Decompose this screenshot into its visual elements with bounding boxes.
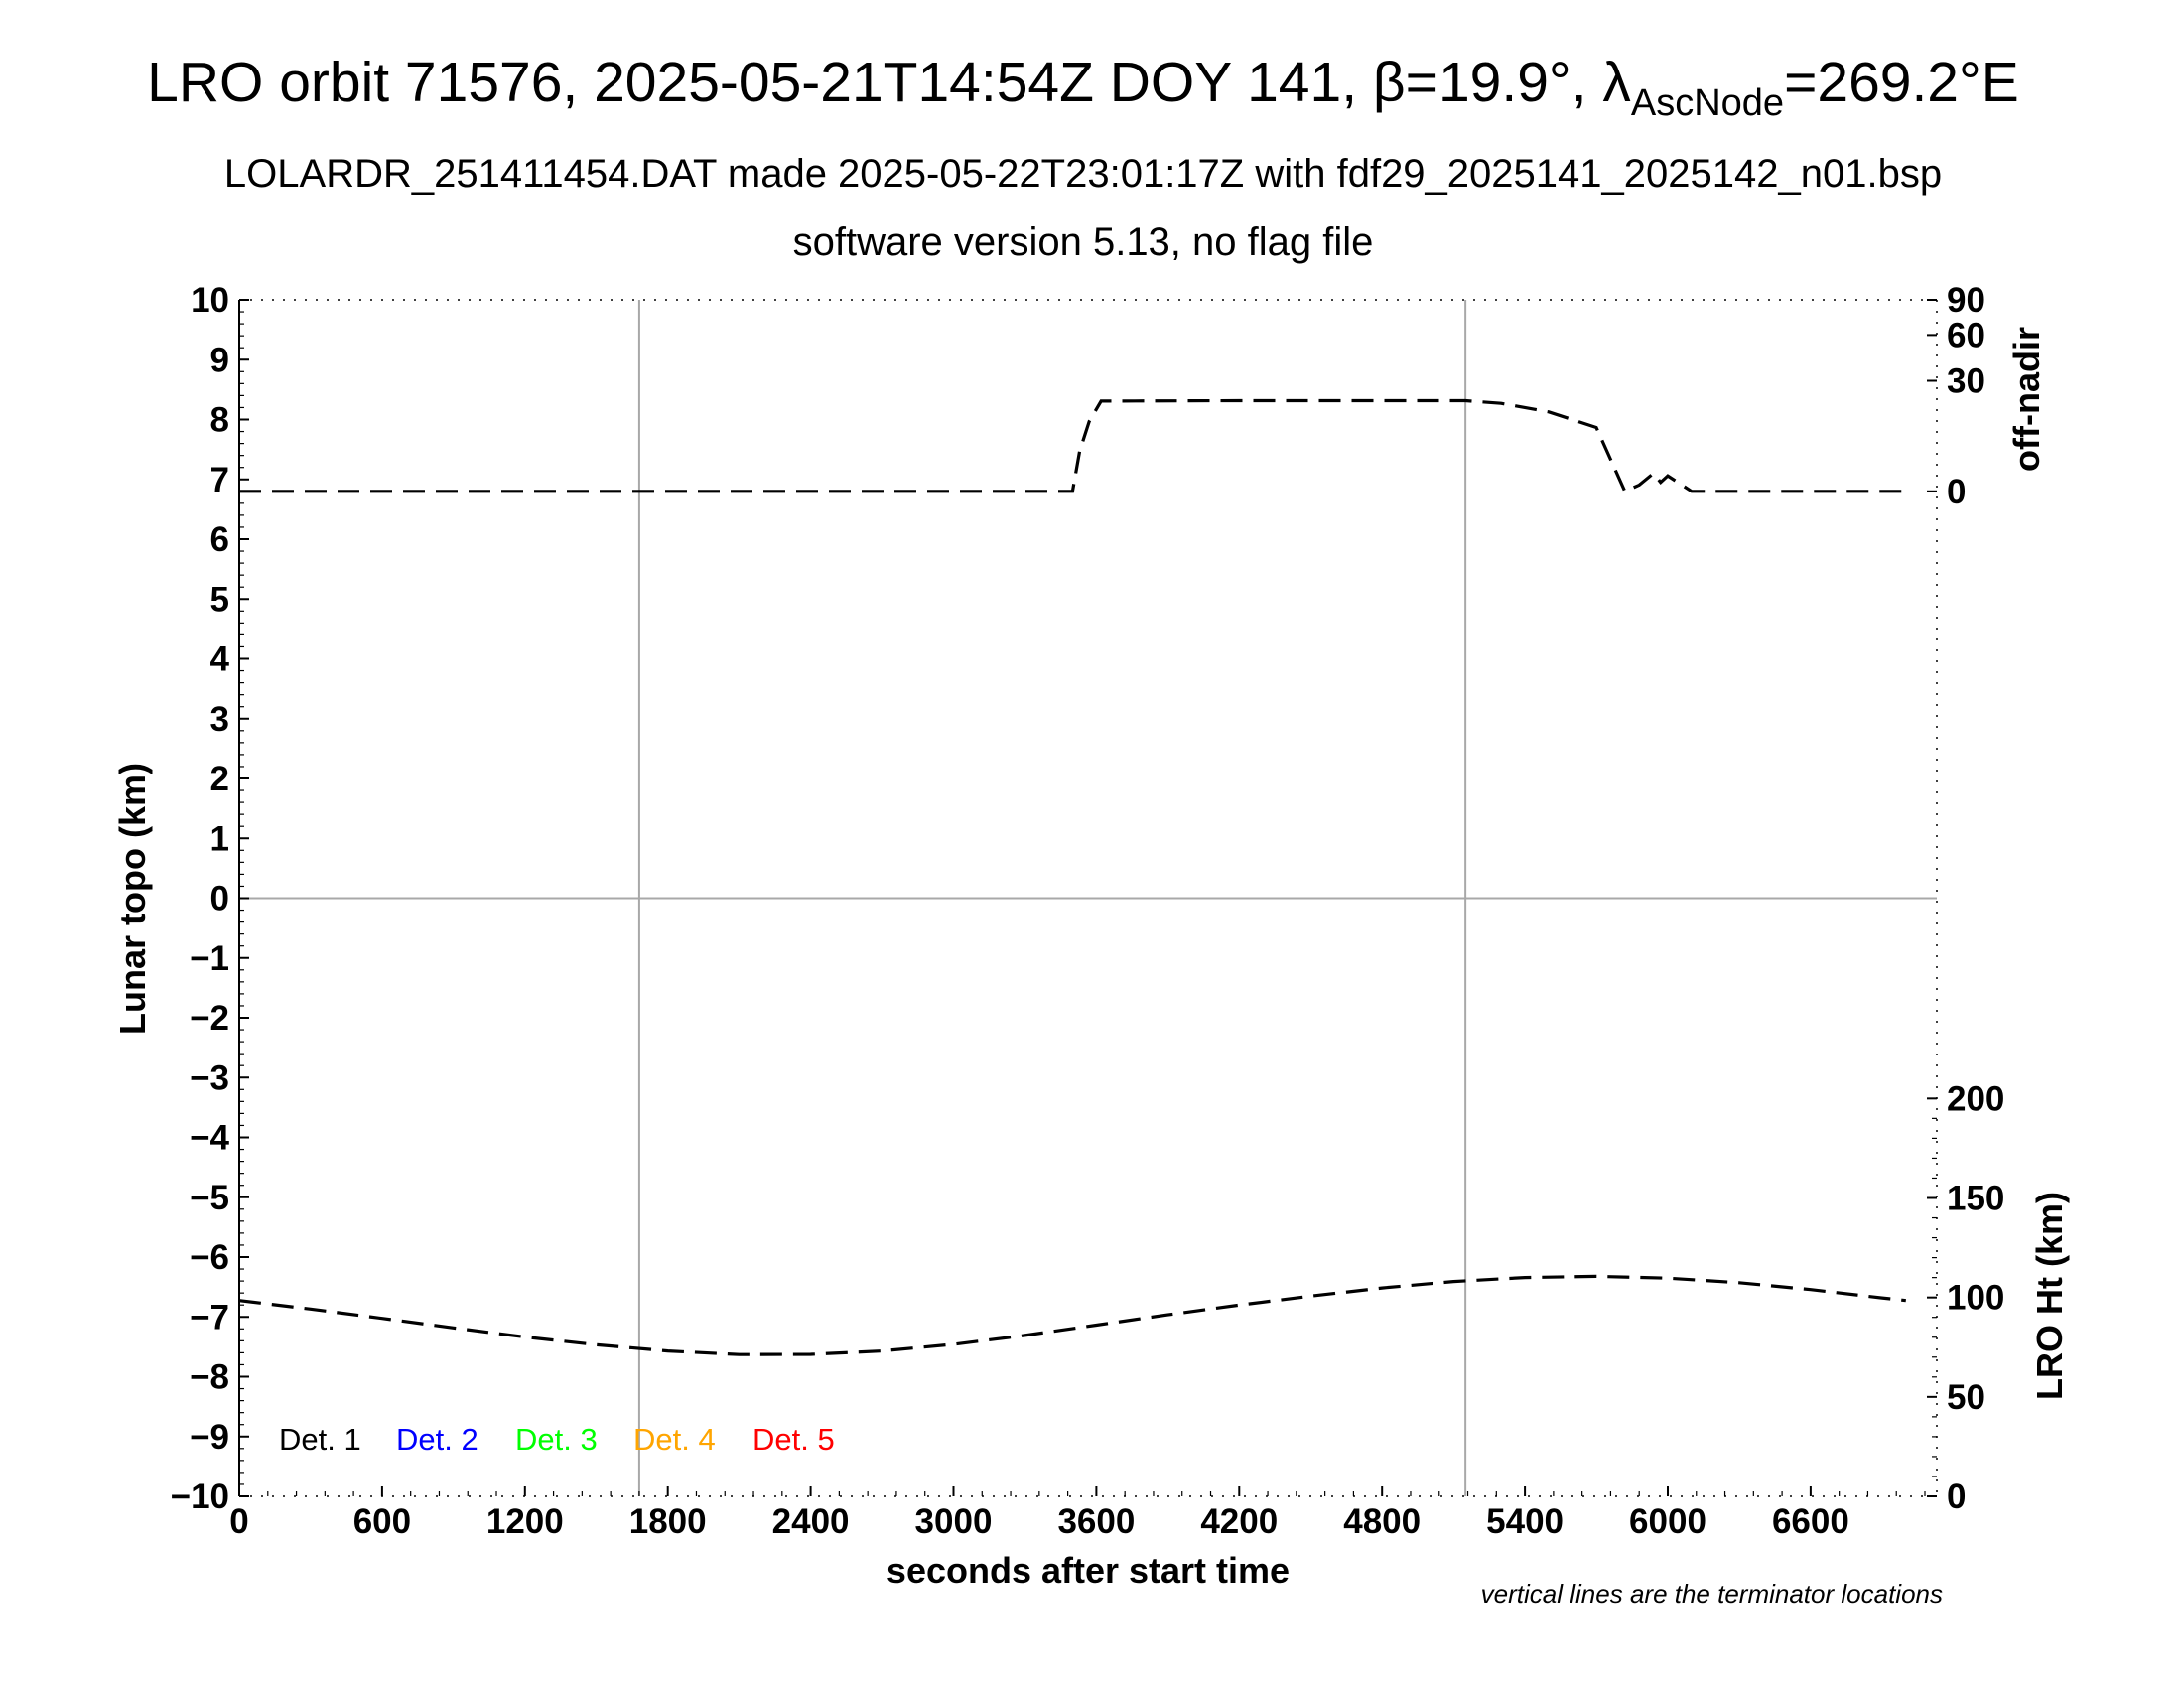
x-tick-labels: 0 600 1200 1800 2400 3000 3600 4200 4800 5400 6000… <box>229 1502 1849 1541</box>
grid-lines <box>239 300 1937 1496</box>
x-tick-label: 1800 <box>629 1502 707 1541</box>
y-tick-label: −6 <box>190 1238 229 1277</box>
y-tick-label: 2 <box>210 760 229 798</box>
x-tick-label: 5400 <box>1486 1502 1564 1541</box>
offnadir-tick-label: 60 <box>1947 316 1985 354</box>
y-axis-label-offnadir: off-nadir <box>2006 327 2047 472</box>
y-tick-label: −9 <box>190 1418 229 1457</box>
y-tick-label: 3 <box>210 700 229 739</box>
y-tick-label: −10 <box>171 1477 229 1516</box>
chart-subtitle-version: software version 5.13, no flag file <box>793 220 1374 264</box>
y-tick-label: 7 <box>210 461 229 499</box>
y-tick-label: 10 <box>191 281 229 320</box>
legend-item-det-1: Det. 1 <box>279 1422 361 1457</box>
offnadir-tick-label: 0 <box>1947 473 1966 511</box>
offnadir-tick-label: 30 <box>1947 361 1985 400</box>
chart-subtitle-file: LOLARDR_251411454.DAT made 2025-05-22T23… <box>224 152 1942 196</box>
series-lines <box>238 398 1906 1356</box>
y-tick-label: −3 <box>190 1058 229 1097</box>
y-tick-label: 6 <box>210 520 229 559</box>
y-tick-label: 8 <box>210 401 229 440</box>
x-tick-label: 2400 <box>772 1502 850 1541</box>
x-tick-label: 1200 <box>486 1502 564 1541</box>
x-tick-label: 4200 <box>1200 1502 1278 1541</box>
y-tick-label: −8 <box>190 1358 229 1397</box>
y-tick-label: 9 <box>210 341 229 379</box>
y-tick-label: 0 <box>210 880 229 918</box>
y-tick-label: −2 <box>190 999 229 1038</box>
x-tick-label: 0 <box>229 1502 248 1541</box>
legend-item-det-4: Det. 4 <box>633 1422 716 1457</box>
legend: Det. 1 Det. 2 Det. 3 Det. 4 Det. 5 <box>279 1422 835 1457</box>
height-tick-label: 0 <box>1947 1477 1966 1516</box>
height-tick-label: 100 <box>1947 1279 2004 1318</box>
height-tick-label: 200 <box>1947 1079 2004 1118</box>
x-axis-label: seconds after start time <box>887 1550 1290 1591</box>
x-tick-label: 600 <box>353 1502 411 1541</box>
chart-title: LRO orbit 71576, 2025-05-21T14:54Z DOY 1… <box>147 51 2019 124</box>
y-axis-label-lro-ht: LRO Ht (km) <box>2029 1192 2070 1400</box>
offnadir-tick-label: 90 <box>1947 281 1985 320</box>
offnadir-series-line <box>239 398 1906 493</box>
x-tick-label: 6000 <box>1629 1502 1706 1541</box>
minor-ticks <box>238 299 1937 1497</box>
x-tick-label: 4800 <box>1343 1502 1421 1541</box>
y-tick-label: −5 <box>190 1179 229 1217</box>
y-tick-label: 5 <box>210 580 229 619</box>
y-tick-label: 4 <box>210 640 230 679</box>
x-tick-label: 3600 <box>1057 1502 1135 1541</box>
legend-item-det-3: Det. 3 <box>515 1422 598 1457</box>
y-tick-label: −4 <box>190 1119 229 1158</box>
footnote: vertical lines are the terminator locati… <box>1481 1579 1943 1609</box>
x-tick-label: 3000 <box>915 1502 993 1541</box>
y-tick-label: −7 <box>190 1298 229 1336</box>
lro-height-series-line <box>238 1274 1906 1356</box>
legend-item-det-2: Det. 2 <box>396 1422 478 1457</box>
legend-item-det-5: Det. 5 <box>752 1422 835 1457</box>
y-axis-label-left: Lunar topo (km) <box>112 763 153 1035</box>
x-tick-label: 6600 <box>1772 1502 1849 1541</box>
height-tick-label: 50 <box>1947 1378 1985 1417</box>
y-tick-label: 1 <box>210 819 229 858</box>
height-tick-label: 150 <box>1947 1180 2004 1218</box>
y-tick-label: −1 <box>190 939 229 978</box>
